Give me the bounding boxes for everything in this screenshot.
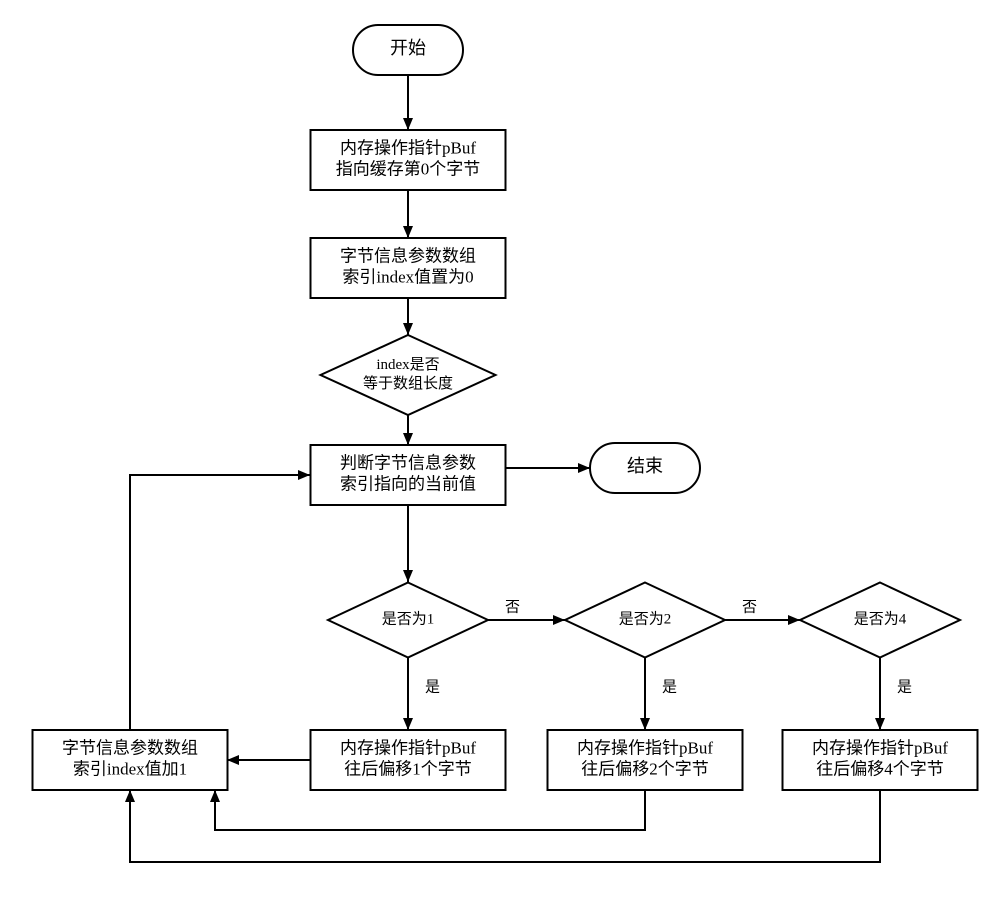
svg-text:内存操作指针pBuf: 内存操作指针pBuf	[340, 738, 476, 757]
svg-text:往后偏移4个字节: 往后偏移4个字节	[816, 760, 944, 779]
svg-text:内存操作指针pBuf: 内存操作指针pBuf	[340, 138, 476, 157]
svg-text:index是否: index是否	[376, 357, 439, 373]
svg-text:内存操作指针pBuf: 内存操作指针pBuf	[812, 738, 948, 757]
svg-text:否: 否	[505, 599, 520, 615]
svg-text:等于数组长度: 等于数组长度	[363, 374, 453, 392]
svg-text:是: 是	[425, 679, 440, 695]
svg-text:开始: 开始	[390, 38, 426, 58]
svg-text:是否为1: 是否为1	[382, 610, 435, 627]
svg-text:结束: 结束	[627, 456, 663, 476]
svg-text:指向缓存第0个字节: 指向缓存第0个字节	[336, 160, 481, 179]
svg-text:内存操作指针pBuf: 内存操作指针pBuf	[577, 738, 713, 757]
svg-text:往后偏移1个字节: 往后偏移1个字节	[344, 760, 472, 779]
svg-text:是否为4: 是否为4	[854, 610, 907, 627]
svg-text:是否为2: 是否为2	[619, 610, 672, 627]
svg-text:是: 是	[897, 679, 912, 695]
svg-text:索引index值加1: 索引index值加1	[73, 760, 187, 779]
svg-text:否: 否	[742, 599, 757, 615]
svg-text:字节信息参数数组: 字节信息参数数组	[62, 738, 198, 757]
svg-text:判断字节信息参数: 判断字节信息参数	[340, 453, 476, 472]
svg-text:是: 是	[662, 679, 677, 695]
svg-text:字节信息参数数组: 字节信息参数数组	[340, 246, 476, 265]
svg-text:索引index值置为0: 索引index值置为0	[342, 268, 473, 287]
svg-text:往后偏移2个字节: 往后偏移2个字节	[581, 760, 709, 779]
svg-text:索引指向的当前值: 索引指向的当前值	[340, 475, 476, 494]
